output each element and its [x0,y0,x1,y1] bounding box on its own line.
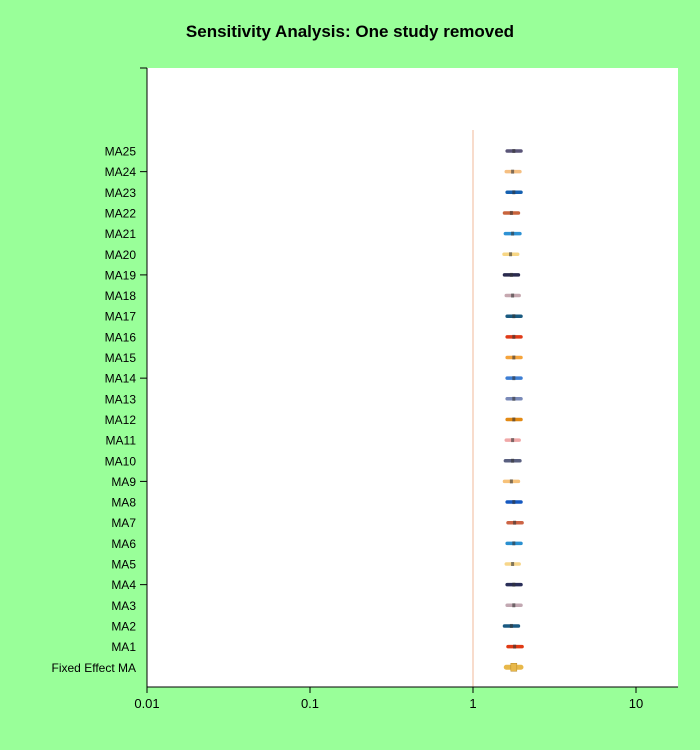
row-label-9: MA17 [105,310,137,324]
row-label-20: MA6 [111,537,136,551]
plot-area [147,68,678,687]
plot-marks: 0.01 0.1 1 10 MA25 MA24 MA23 MA22 MA21 MA20 MA19 MA… [52,67,678,711]
row-label-15: MA11 [106,434,137,448]
point-estimate-12 [512,376,516,381]
row-label-19: MA7 [111,516,136,530]
point-estimate-20 [512,541,516,546]
row-label-4: MA22 [105,206,137,220]
point-estimate-21 [511,562,515,566]
x-tick-label-1: 0.01 [134,696,159,711]
row-label-21: MA5 [111,558,136,572]
chart-title-text: Sensitivity Analysis: One study removed [185,22,515,41]
row-label-8: MA18 [105,289,137,303]
point-estimate-7 [509,272,513,277]
row-label-24: MA2 [111,619,136,633]
x-tick-label-2: 0.1 [301,696,319,711]
point-estimate-22 [512,582,516,587]
point-estimate-25 [513,644,517,649]
point-estimate-5 [511,231,515,236]
point-estimate-6 [509,252,513,257]
row-label-10: MA16 [105,330,137,344]
summary-marker [510,663,518,672]
chart-title: Sensitivity Analysis: One study removed [0,22,700,42]
row-label-22: MA4 [111,578,136,592]
point-estimate-17 [509,479,513,484]
row-label-25: MA1 [111,640,136,654]
point-estimate-1 [512,149,516,153]
row-label-11: MA15 [105,351,137,365]
row-label-7: MA19 [105,268,137,282]
point-estimate-10 [512,334,516,339]
point-estimate-13 [512,396,516,401]
point-estimate-15 [511,438,515,443]
row-label-5: MA21 [105,227,137,241]
row-label-1: MA25 [105,145,137,159]
row-label-26: Fixed Effect MA [52,661,136,675]
point-estimate-23 [512,603,516,608]
point-estimate-24 [509,623,513,628]
row-label-2: MA24 [105,165,137,179]
point-estimate-8 [511,293,515,298]
row-label-23: MA3 [111,599,136,613]
row-label-14: MA12 [105,413,137,427]
point-estimate-11 [512,355,516,360]
point-estimate-9 [512,314,516,319]
row-label-6: MA20 [105,248,137,262]
point-estimate-14 [512,417,516,422]
point-estimate-2 [511,169,515,174]
point-estimate-3 [512,190,516,195]
point-estimate-4 [509,210,513,215]
point-estimate-19 [513,520,517,525]
x-tick-label-3: 1 [469,696,476,711]
row-label-13: MA13 [105,392,137,406]
row-label-17: MA9 [111,475,136,489]
row-label-16: MA10 [105,454,137,468]
x-tick-label-4: 10 [629,696,643,711]
row-label-18: MA8 [111,496,136,510]
row-label-12: MA14 [105,372,137,386]
point-estimate-16 [511,458,515,463]
row-label-3: MA23 [105,186,137,200]
point-estimate-18 [512,500,516,505]
